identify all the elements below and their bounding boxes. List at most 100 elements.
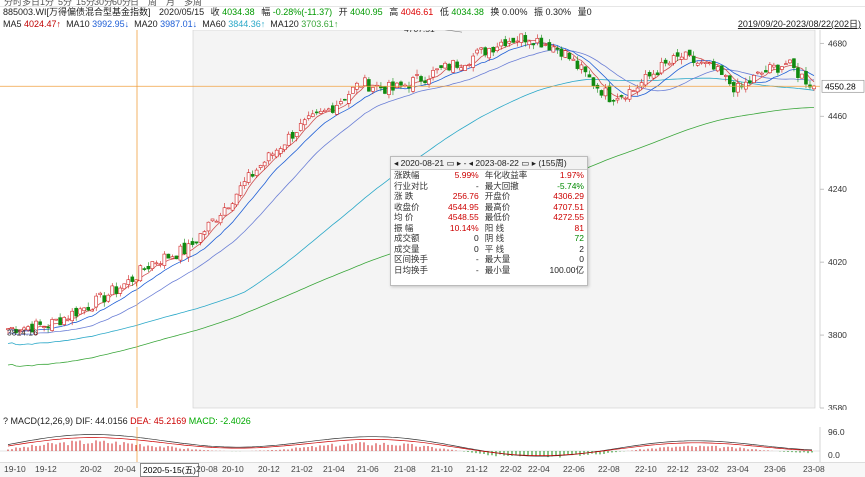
- time-tick-label: 19-10: [4, 464, 26, 474]
- stats-label: 振 幅: [394, 222, 414, 233]
- ma5-line: [7, 39, 815, 331]
- high-annotation: 4707.51: [404, 30, 435, 34]
- candle-body: [792, 58, 796, 68]
- candle-body: [230, 203, 235, 211]
- candle-body: [106, 294, 111, 302]
- period-tab[interactable]: 日: [130, 0, 140, 7]
- candle-body: [503, 39, 508, 47]
- candle-body: [178, 245, 183, 261]
- prev-end-icon[interactable]: ◂: [468, 158, 474, 168]
- candle-body: [42, 326, 46, 329]
- candle-body: [166, 253, 171, 259]
- stats-value: 4544.95: [448, 201, 479, 212]
- low-annotation: 3814.16: [7, 327, 38, 337]
- period-tab[interactable]: 5分: [58, 0, 73, 7]
- period-tab[interactable]: 15分: [76, 0, 96, 7]
- period-tab[interactable]: 月: [166, 0, 176, 7]
- candle-body: [318, 110, 323, 114]
- candle-body: [138, 265, 143, 282]
- candle-body: [415, 74, 419, 76]
- candle-body: [306, 115, 311, 119]
- candle-body: [383, 86, 387, 94]
- candle-body: [796, 67, 800, 78]
- stats-value: 81: [574, 222, 584, 233]
- candle-body: [322, 109, 327, 112]
- interval-end-date[interactable]: 2023-08-22: [475, 158, 519, 168]
- time-tick-label: 21-10: [431, 464, 453, 474]
- period-tab[interactable]: 分时: [4, 0, 23, 7]
- candle-body: [62, 317, 66, 325]
- candle-body: [643, 74, 648, 86]
- candle-body: [471, 55, 475, 68]
- candle-body: [134, 279, 139, 283]
- price-marker-label: 4550.28: [825, 81, 856, 91]
- period-tab[interactable]: 周: [148, 0, 158, 7]
- time-tick-label: 22-06: [563, 464, 585, 474]
- security-code: 885003.WI[万得偏债混合型基金指数]: [3, 7, 151, 17]
- candle-body: [719, 65, 724, 75]
- stats-value: 10.14%: [449, 222, 479, 233]
- stats-value: -: [475, 254, 479, 264]
- candle-body: [246, 172, 251, 183]
- candle-body: [727, 75, 732, 85]
- period-tab[interactable]: 30分: [94, 0, 114, 7]
- macd-close-icon[interactable]: ?: [3, 416, 9, 426]
- candle-body: [667, 62, 672, 66]
- stats-row: 均 价 4548.55 最低价 4272.55: [391, 212, 587, 223]
- stats-value: -: [475, 264, 479, 275]
- stats-label: 最高价: [484, 201, 511, 212]
- candle-body: [511, 37, 516, 43]
- candle-body: [647, 72, 652, 77]
- candle-body: [435, 68, 439, 71]
- candle-body: [463, 65, 467, 71]
- period-tab[interactable]: 60分: [112, 0, 132, 7]
- candle-body: [411, 77, 415, 92]
- macd-legend: ? MACD(12,26,9) DIF: 44.0156 DEA: 45.216…: [3, 415, 251, 427]
- ma-legend: MA5 4024.47↑ MA10 3992.95↓ MA20 3987.01↓ MA…: [3, 18, 343, 30]
- y-tick-label: 4460: [828, 111, 847, 121]
- candle-body: [723, 75, 728, 77]
- candle-body: [174, 255, 179, 260]
- candle-body: [126, 279, 131, 285]
- period-tab[interactable]: 多周: [184, 0, 203, 7]
- calendar-icon[interactable]: ▭: [446, 158, 455, 168]
- candle-body: [343, 98, 347, 101]
- ma-label: MA5: [3, 19, 25, 29]
- period-tab[interactable]: 多日: [22, 0, 41, 7]
- candle-body: [262, 161, 267, 167]
- candle-body: [539, 37, 544, 48]
- candle-body: [146, 265, 151, 270]
- volume-value: 0: [586, 7, 592, 17]
- stats-label: 最大回撤: [484, 180, 519, 191]
- candle-body: [519, 33, 524, 43]
- candle-body: [162, 253, 167, 266]
- macd-scale-label: 0.0: [828, 450, 840, 460]
- period-tab[interactable]: 1分: [40, 0, 55, 7]
- macd-chart[interactable]: 96.0 0.0: [0, 427, 865, 463]
- candle-body: [222, 207, 227, 216]
- candle-body: [663, 59, 668, 64]
- candle-body: [395, 82, 399, 88]
- next-end-icon[interactable]: ▸: [531, 158, 536, 168]
- stats-label: 最小量: [484, 264, 511, 275]
- candle-body: [363, 77, 367, 87]
- candle-body: [631, 90, 636, 92]
- stats-row: 日均换手 - 最小量 100.00亿: [391, 265, 587, 276]
- macd-scale-label: 96.0: [828, 427, 845, 437]
- date-range-selector[interactable]: 2019/09/20-2023/08/22(202日): [737, 19, 861, 29]
- candle-body: [130, 276, 135, 282]
- candle-body: [475, 49, 479, 54]
- time-tick-label: 21-06: [357, 464, 379, 474]
- amplitude-label: 振: [533, 7, 543, 17]
- candle-body: [266, 152, 271, 162]
- candle-body: [639, 82, 644, 87]
- candle-body: [282, 144, 287, 151]
- stats-row: 成交额 0 阴 线 72: [391, 233, 587, 244]
- interval-start-date[interactable]: 2020-08-21: [400, 158, 445, 168]
- candle-body: [619, 95, 624, 97]
- next-start-icon[interactable]: ▸: [456, 158, 462, 168]
- stats-label: 年化收益率: [484, 170, 528, 180]
- prev-start-icon[interactable]: ◂: [394, 158, 399, 168]
- stats-value: 4306.29: [553, 191, 584, 201]
- calendar-icon[interactable]: ▭: [521, 158, 530, 168]
